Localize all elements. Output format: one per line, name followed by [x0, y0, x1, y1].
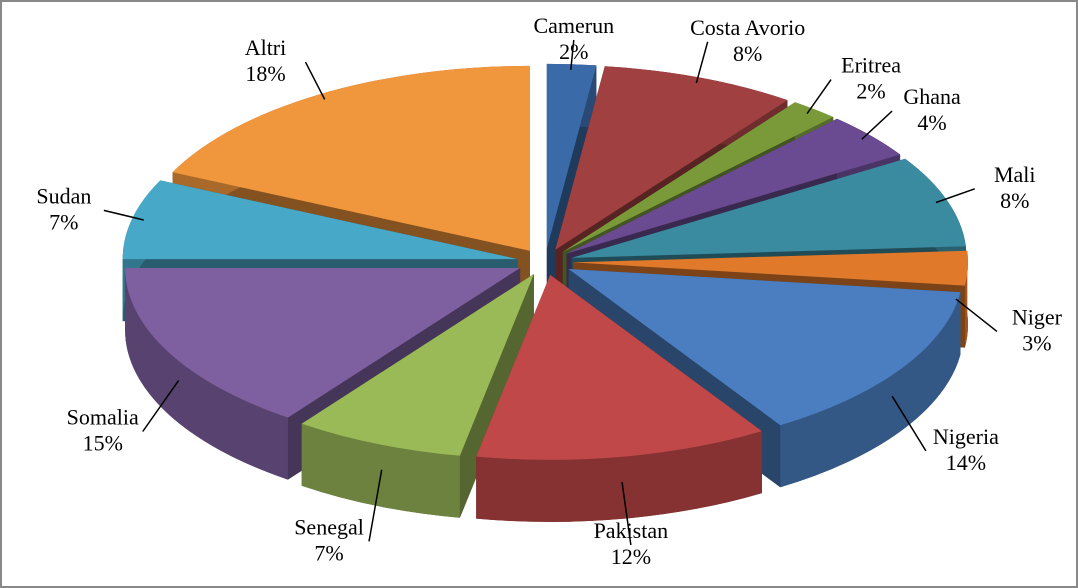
leader-line: [955, 298, 998, 333]
slice-label: Eritrea: [841, 53, 901, 78]
slice-value-label: 8%: [733, 41, 762, 66]
slice: [122, 180, 518, 260]
slice-value-label: 3%: [1022, 330, 1051, 355]
slice-label: Camerun: [533, 13, 614, 38]
leader-line: [806, 79, 832, 115]
slice-value-label: 2%: [856, 79, 885, 104]
slice: [571, 158, 966, 258]
slice-label: Niger: [1012, 304, 1063, 329]
slice-label: Ghana: [903, 84, 961, 109]
slice-label: Pakistan: [594, 518, 669, 543]
leader-line: [621, 482, 632, 546]
slice-label: Sudan: [36, 183, 91, 208]
slice: [555, 66, 788, 250]
leader-line: [304, 61, 326, 100]
leader-line: [935, 188, 976, 204]
slice: [125, 268, 521, 418]
slice: [573, 250, 968, 286]
leader-line: [103, 209, 144, 221]
slice-value-label: 2%: [559, 39, 588, 64]
leader-line: [368, 469, 383, 542]
slice-value-label: 14%: [946, 450, 986, 475]
slice-rim: [964, 250, 968, 348]
slice-rim: [780, 292, 961, 488]
slice-value-label: 18%: [245, 61, 285, 86]
slice-value-label: 4%: [917, 110, 946, 135]
slice: [301, 274, 534, 456]
slice-value-label: 12%: [611, 544, 651, 569]
slice-value-label: 8%: [1000, 188, 1029, 213]
slice-value-label: 15%: [83, 431, 123, 456]
slice-rim: [476, 431, 762, 522]
slice: [546, 63, 597, 249]
leader-line: [570, 39, 575, 70]
slice-label: Senegal: [294, 514, 364, 539]
slice: [568, 269, 961, 426]
leader-line: [695, 41, 709, 84]
leader-line: [861, 110, 893, 140]
slice: [476, 274, 762, 460]
slice-label: Costa Avorio: [690, 15, 805, 40]
slice: [566, 118, 901, 254]
slice: [172, 65, 530, 251]
slice-rim: [125, 268, 288, 480]
slice-label: Altri: [245, 35, 287, 60]
leader-line: [891, 395, 927, 452]
slice: [562, 102, 834, 252]
leader-line: [142, 379, 180, 432]
slice-label: Mali: [994, 162, 1036, 187]
slice-label: Somalia: [67, 405, 139, 430]
slice-value-label: 7%: [314, 540, 343, 565]
slice-value-label: 7%: [49, 209, 78, 234]
slice-label: Nigeria: [933, 424, 999, 449]
